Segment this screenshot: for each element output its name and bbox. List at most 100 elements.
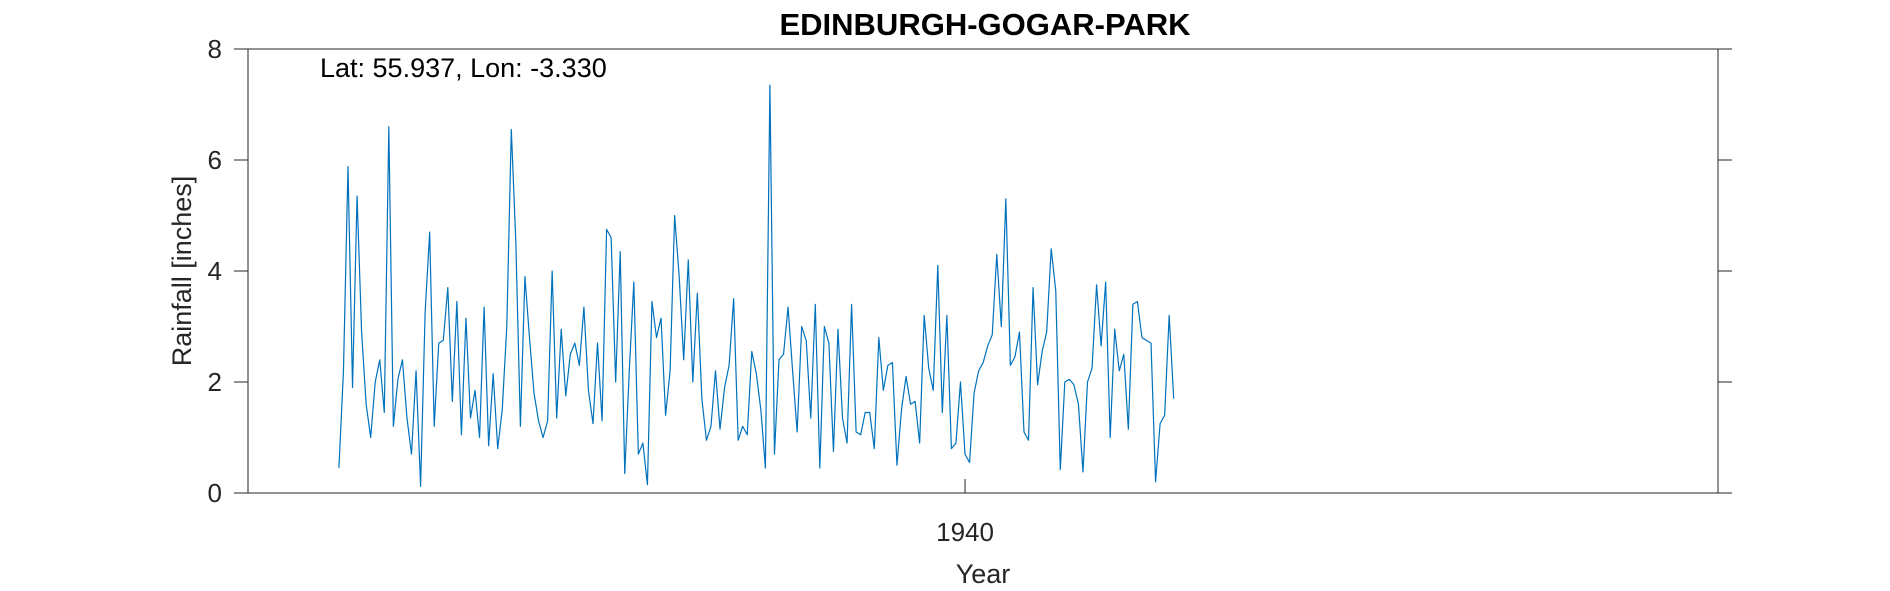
rainfall-data-point [638, 454, 639, 455]
rainfall-data-point [946, 315, 947, 316]
rainfall-data-point [1078, 404, 1079, 405]
rainfall-data-point [538, 420, 539, 421]
rainfall-data-point [1137, 301, 1138, 302]
rainfall-data-point [815, 304, 816, 305]
rainfall-data-point [874, 448, 875, 449]
rainfall-data-point [1046, 331, 1047, 332]
rainfall-data-point [697, 293, 698, 294]
rainfall-data-point [361, 331, 362, 332]
rainfall-data-point [996, 254, 997, 255]
rainfall-data-point [352, 387, 353, 388]
rainfall-data-point [565, 395, 566, 396]
rainfall-data-point [624, 473, 625, 474]
rainfall-data-point [556, 417, 557, 418]
rainfall-data-point [1042, 351, 1043, 352]
rainfall-data-point [960, 381, 961, 382]
rainfall-data-point [1001, 326, 1002, 327]
rainfall-data-point [765, 467, 766, 468]
rainfall-data-point [1159, 423, 1160, 424]
rainfall-data-point [683, 359, 684, 360]
rainfall-data-point [384, 412, 385, 413]
rainfall-data-point [502, 409, 503, 410]
rainfall-data-point [688, 259, 689, 260]
rainfall-data-point [1087, 381, 1088, 382]
rainfall-data-point [883, 390, 884, 391]
rainfall-data-point [524, 276, 525, 277]
rainfall-data-point [828, 343, 829, 344]
rainfall-data-point [611, 237, 612, 238]
rainfall-data-point [842, 417, 843, 418]
rainfall-data-point [1073, 384, 1074, 385]
rainfall-data-point [533, 393, 534, 394]
rainfall-data-point [338, 467, 339, 468]
rainfall-data-point [973, 393, 974, 394]
rainfall-data-point [692, 381, 693, 382]
rainfall-data-point [751, 351, 752, 352]
rainfall-data-point [620, 251, 621, 252]
rainfall-data-point [629, 370, 630, 371]
rainfall-data-point [679, 276, 680, 277]
rainfall-data-point [347, 166, 348, 167]
rainfall-data-point [1114, 329, 1115, 330]
rainfall-data-point [1123, 354, 1124, 355]
rainfall-data-point [1155, 481, 1156, 482]
rainfall-data-point [728, 365, 729, 366]
rainfall-data-point [443, 340, 444, 341]
axes-box [247, 48, 1719, 494]
rainfall-data-point [356, 195, 357, 196]
y-axis-label: Rainfall [inches] [167, 176, 197, 367]
rainfall-data-point [1132, 304, 1133, 305]
rainfall-data-point [710, 426, 711, 427]
rainfall-data-point [515, 243, 516, 244]
rainfall-data-point [1173, 398, 1174, 399]
y-tick-label: 0 [208, 478, 222, 508]
rainfall-data-point [978, 370, 979, 371]
rainfall-data-point [1082, 471, 1083, 472]
rainfall-data-point [937, 265, 938, 266]
rainfall-data-point [425, 312, 426, 313]
rainfall-data-point [651, 301, 652, 302]
rainfall-data-point [964, 454, 965, 455]
rainfall-data-point [1014, 356, 1015, 357]
rainfall-data-point [370, 437, 371, 438]
rainfall-data-point [1037, 384, 1038, 385]
rainfall-data-point [343, 370, 344, 371]
rainfall-data-point [1096, 284, 1097, 285]
rainfall-data-point [719, 429, 720, 430]
rainfall-data-point [701, 398, 702, 399]
rainfall-data-point [901, 409, 902, 410]
rainfall-data-point [411, 454, 412, 455]
rainfall-data-point [1150, 343, 1151, 344]
rainfall-data-point [479, 437, 480, 438]
rainfall-data-point [905, 376, 906, 377]
rainfall-data-point [747, 434, 748, 435]
rainfall-data-point [756, 373, 757, 374]
x-tick-label: 1940 [936, 517, 994, 547]
rainfall-data-point [547, 420, 548, 421]
rainfall-data-point [615, 381, 616, 382]
rainfall-data-point [656, 337, 657, 338]
y-tick-label: 2 [208, 367, 222, 397]
rainfall-data-point [542, 437, 543, 438]
rainfall-data-point [1146, 340, 1147, 341]
rainfall-data-point [797, 431, 798, 432]
rainfall-data-point [379, 359, 380, 360]
rainfall-data-point [1091, 368, 1092, 369]
rainfall-data-point [1141, 337, 1142, 338]
rainfall-data-point [887, 365, 888, 366]
rainfall-data-point [474, 390, 475, 391]
rainfall-data-point [1119, 370, 1120, 371]
rainfall-data-point [506, 326, 507, 327]
rainfall-data-point [769, 84, 770, 85]
rainfall-data-point [910, 404, 911, 405]
rainfall-data-point [801, 326, 802, 327]
rainfall-data-point [878, 337, 879, 338]
rainfall-data-point [606, 229, 607, 230]
rainfall-data-point [670, 370, 671, 371]
rainfall-data-point [1064, 381, 1065, 382]
rainfall-data-point [1164, 415, 1165, 416]
rainfall-data-point [856, 431, 857, 432]
rainfall-data-point [561, 329, 562, 330]
chart-title: EDINBURGH-GOGAR-PARK [779, 7, 1191, 42]
